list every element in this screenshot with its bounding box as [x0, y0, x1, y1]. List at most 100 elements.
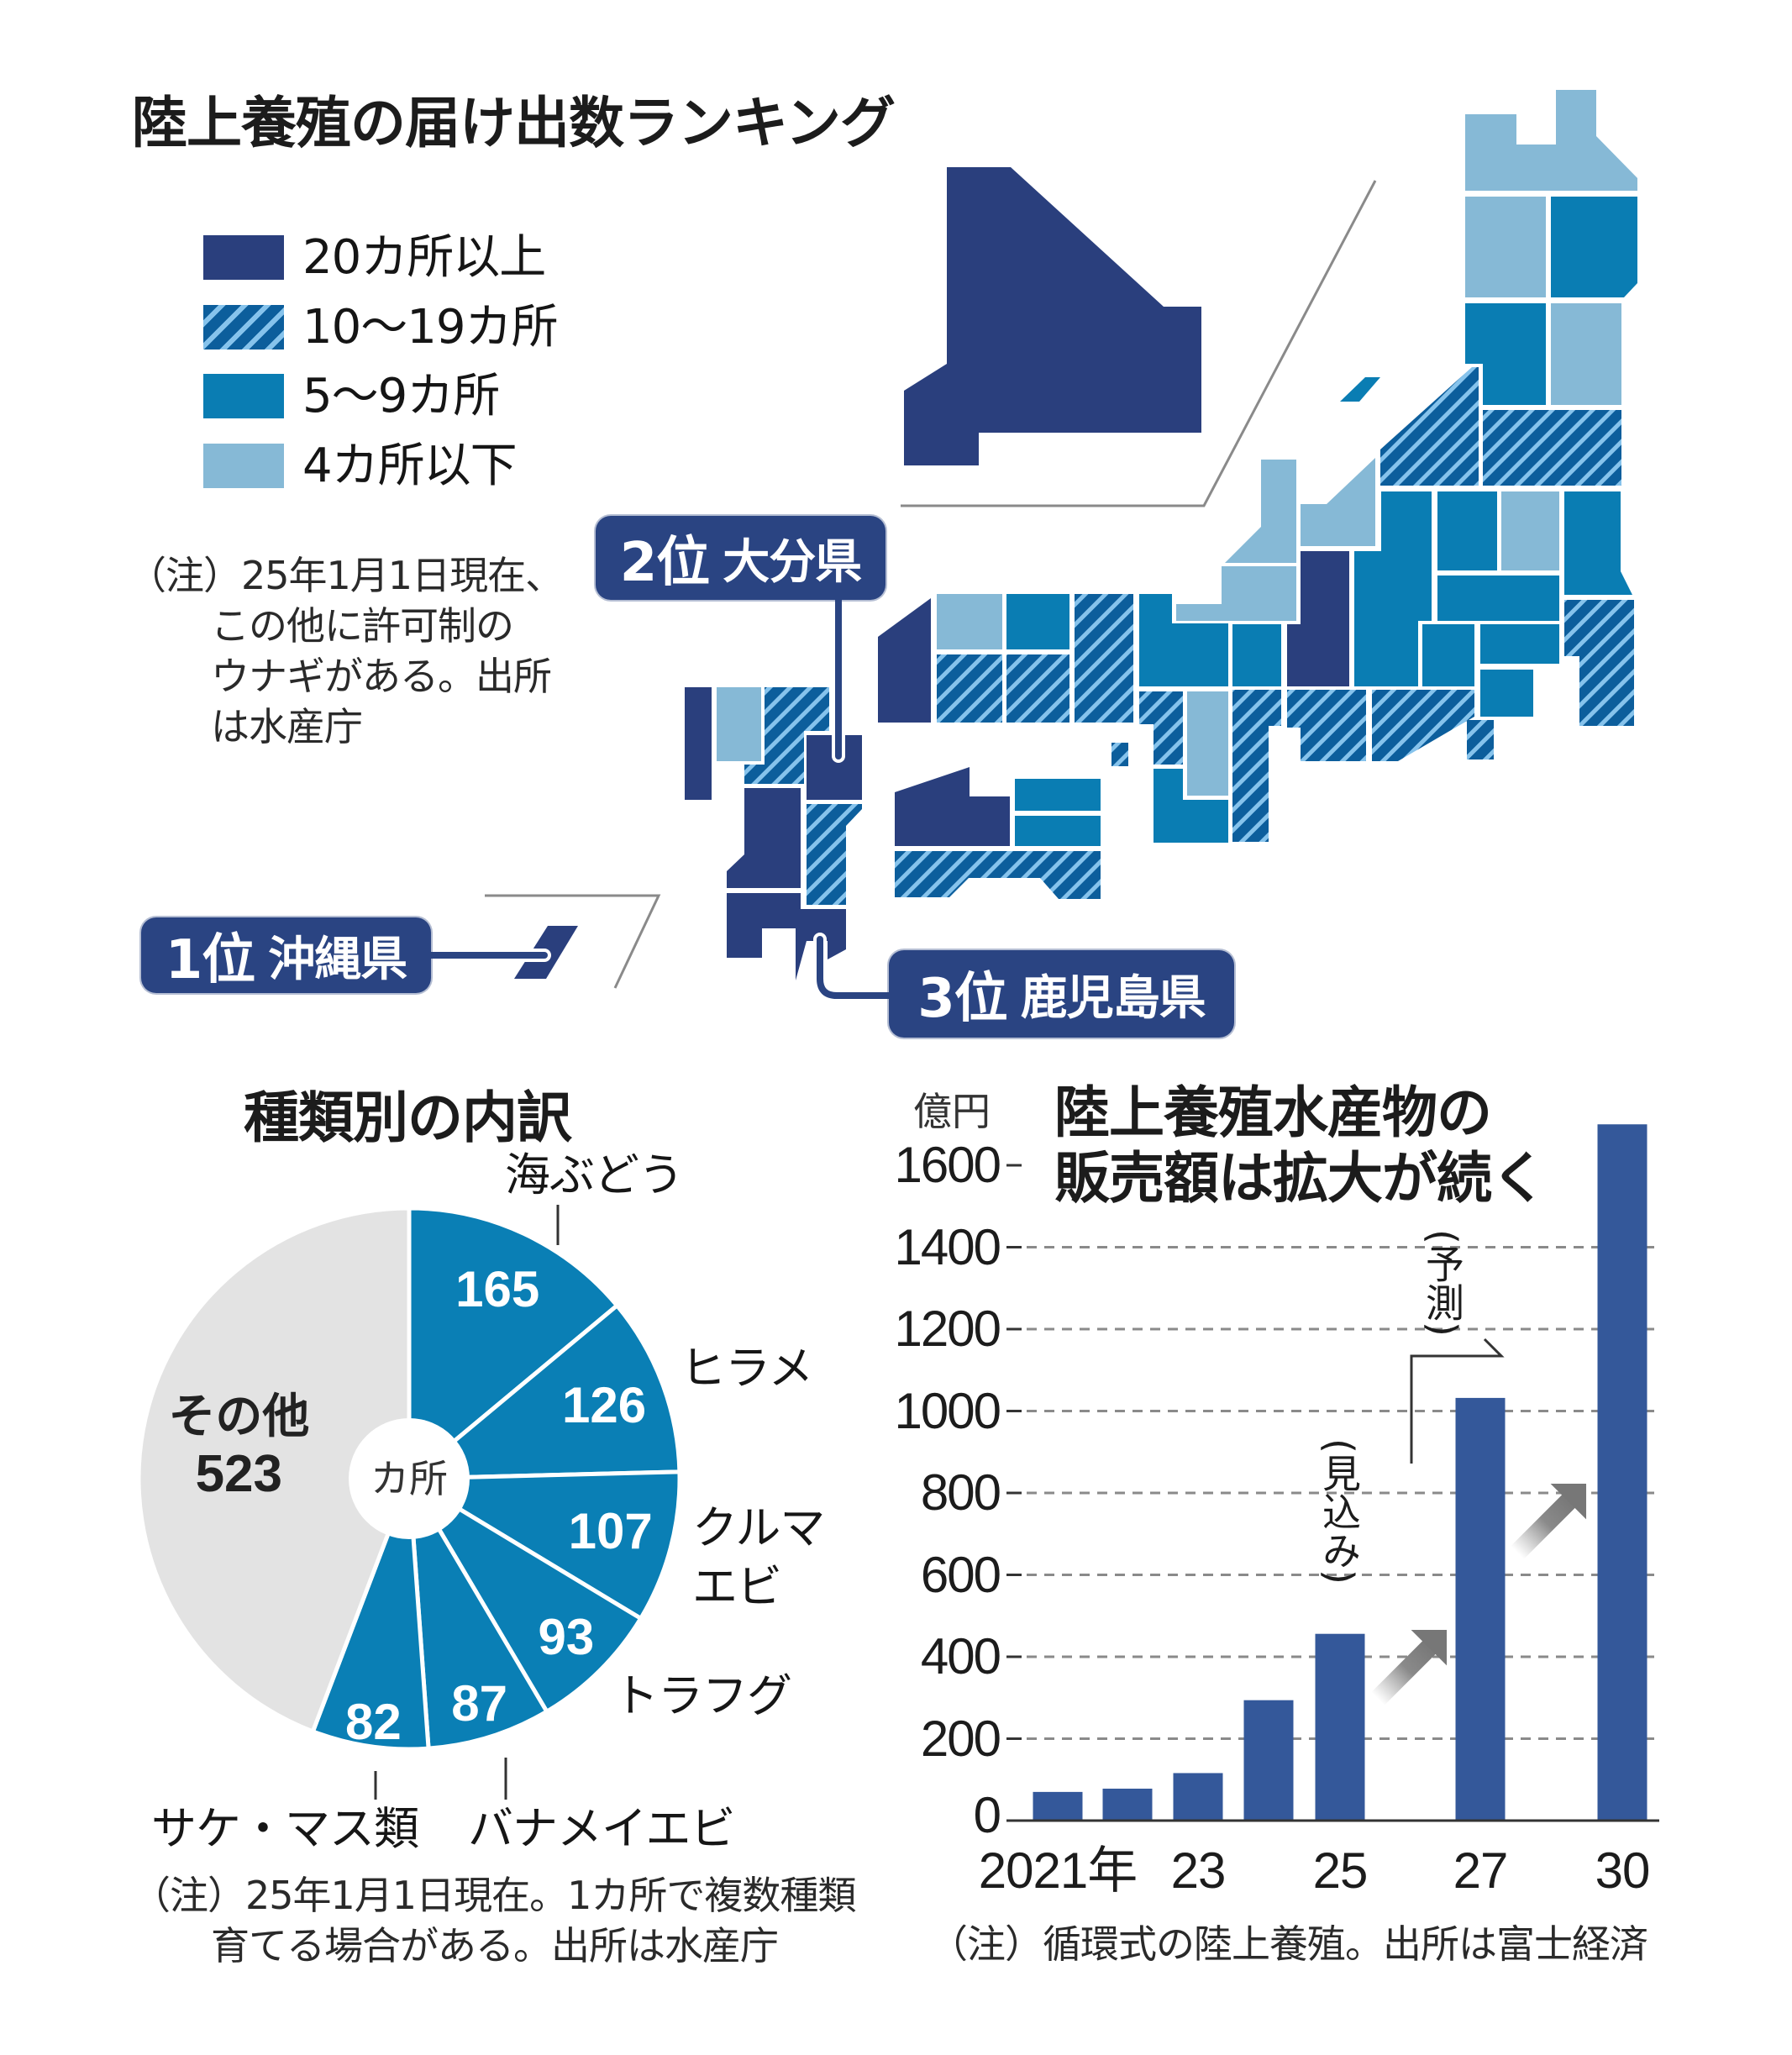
pie-value-label: 82 — [344, 1694, 402, 1751]
pie-value-label: 126 — [561, 1376, 647, 1433]
pie-value-label: 165 — [455, 1261, 540, 1318]
legend-label: 20カ所以上 — [302, 230, 546, 285]
bar-2027 — [1455, 1397, 1506, 1821]
pie-value-label: 107 — [568, 1503, 653, 1560]
pie-category-label: バナメイエビ — [468, 1802, 735, 1855]
forecast-annotation: (予測) — [1420, 1229, 1465, 1337]
pie-category-label: 海ぶどう — [505, 1148, 684, 1201]
rank-prefecture: 鹿児島県 — [1020, 970, 1206, 1026]
map-region-t1 — [727, 788, 801, 888]
pie-category-label: クルマ — [692, 1501, 825, 1554]
x-tick-label: 23 — [1170, 1842, 1227, 1899]
y-tick-label: 1200 — [894, 1301, 1001, 1357]
pie-value-label: 93 — [538, 1608, 595, 1665]
x-tick-label: 25 — [1312, 1842, 1369, 1899]
rank-label-3: 3位 鹿児島県 — [889, 950, 1234, 1038]
map-region-t3 — [1465, 303, 1546, 405]
y-tick-label: 1600 — [894, 1137, 1001, 1193]
map-region-t3 — [1551, 197, 1637, 297]
bar-note: （注）循環式の陸上養殖。出所は富士経済 — [929, 1921, 1648, 1967]
pie-chart — [136, 1206, 682, 1752]
estimate-annotation: (見込み) — [1316, 1438, 1362, 1585]
map-region-t1 — [878, 598, 931, 723]
legend-swatch-dark-icon — [203, 235, 284, 280]
y-tick-label: 400 — [920, 1628, 1001, 1684]
map-region-t3 — [1006, 594, 1069, 649]
y-tick-label: 1400 — [894, 1218, 1001, 1275]
map-region-t2 — [1372, 690, 1474, 761]
map-region-t3 — [1354, 491, 1432, 686]
legend-swatch-light-icon — [203, 444, 284, 488]
map-region-t1 — [904, 167, 1201, 465]
map-region-t1 — [685, 687, 712, 800]
pie-note-line: 育てる場合がある。出所は水産庁 — [211, 1923, 779, 1968]
pie-title: 種類別の内訳 — [244, 1085, 572, 1150]
y-tick-label: 600 — [920, 1546, 1001, 1603]
map-note-line: は水産庁 — [211, 704, 363, 749]
pie-note-line: （注）25年1月1日現在。1カ所で複数種類 — [132, 1873, 856, 1918]
map-region-t2 — [937, 654, 1002, 723]
map-region-t2 — [1111, 743, 1128, 766]
legend-label: 5～9カ所 — [302, 369, 500, 423]
trend-arrow-icon — [1371, 1629, 1448, 1705]
bar-2025 — [1315, 1633, 1365, 1821]
map-region-t1 — [727, 893, 846, 980]
pie-category-label: エビ — [692, 1560, 782, 1613]
pie-leader-lines — [374, 1205, 560, 1800]
bar-2024 — [1243, 1700, 1294, 1821]
rank-leader-lines — [424, 593, 897, 1002]
map-region-t3 — [1437, 491, 1497, 570]
pie-other-value: 523 — [195, 1445, 283, 1504]
bar-2023 — [1173, 1773, 1223, 1821]
map-region-t1 — [1287, 551, 1349, 686]
map-region-t2 — [1075, 594, 1133, 723]
rank-prefecture: 大分県 — [723, 534, 862, 590]
pie-other-name: その他 — [168, 1389, 310, 1444]
map-region-t2 — [1467, 720, 1494, 759]
map-region-t3 — [1437, 576, 1559, 621]
map-region-t2 — [807, 804, 862, 905]
map-region-t3 — [1154, 769, 1228, 843]
map-region-t3 — [1139, 594, 1228, 686]
x-tick-label: 27 — [1453, 1842, 1509, 1899]
bar-2022 — [1102, 1788, 1153, 1821]
rank-number: 2位 — [619, 532, 711, 594]
pie-slice — [310, 1476, 431, 1752]
pie-hole — [349, 1418, 470, 1539]
map-region-t4 — [1465, 197, 1546, 297]
map-region-t2 — [1483, 410, 1621, 486]
bar-2021 — [1033, 1791, 1083, 1821]
rank-number: 1位 — [165, 929, 256, 991]
map-region-t4 — [1225, 460, 1296, 563]
rank-label-2: 2位 大分県 — [596, 516, 885, 600]
map-region-t3 — [1232, 624, 1281, 686]
map-region-t4 — [1176, 566, 1296, 621]
map-region-t3 — [1422, 624, 1474, 686]
map-region-t2 — [1380, 367, 1479, 486]
forecast-bracket — [1410, 1338, 1505, 1464]
bar-title-line-1: 陸上養殖水産物の — [1054, 1080, 1492, 1145]
map-region-t4 — [1187, 691, 1228, 796]
legend-item-20-plus: 20カ所以上 — [203, 230, 546, 285]
trend-arrow-icon — [1511, 1483, 1587, 1559]
map-region-t4 — [1551, 303, 1621, 405]
map-note: （注）25年1月1日現在、 この他に許可制の ウナギがある。出所 は水産庁 — [128, 550, 564, 752]
map-region-t4 — [717, 687, 761, 761]
map-region-t3 — [1480, 670, 1533, 717]
y-tick-label: 800 — [920, 1464, 1001, 1521]
legend-swatch-hatched-icon — [203, 305, 284, 350]
legend-item-5-9: 5～9カ所 — [203, 369, 500, 423]
y-tick-label: 1000 — [894, 1382, 1001, 1439]
map-region-t4 — [1301, 458, 1375, 546]
map-region-t3 — [1015, 816, 1101, 846]
pie-value-label: 87 — [451, 1674, 508, 1732]
x-tick-label: 30 — [1595, 1842, 1651, 1899]
map-note-line: ウナギがある。出所 — [211, 654, 552, 699]
map-region-t3 — [1480, 624, 1559, 664]
map-region-t2 — [1287, 690, 1366, 761]
pie-category-label: ヒラメ — [681, 1342, 813, 1395]
japan-map — [514, 90, 1637, 980]
y-tick-label: 200 — [920, 1710, 1001, 1767]
pie-other-label: その他 523 — [168, 1390, 309, 1505]
